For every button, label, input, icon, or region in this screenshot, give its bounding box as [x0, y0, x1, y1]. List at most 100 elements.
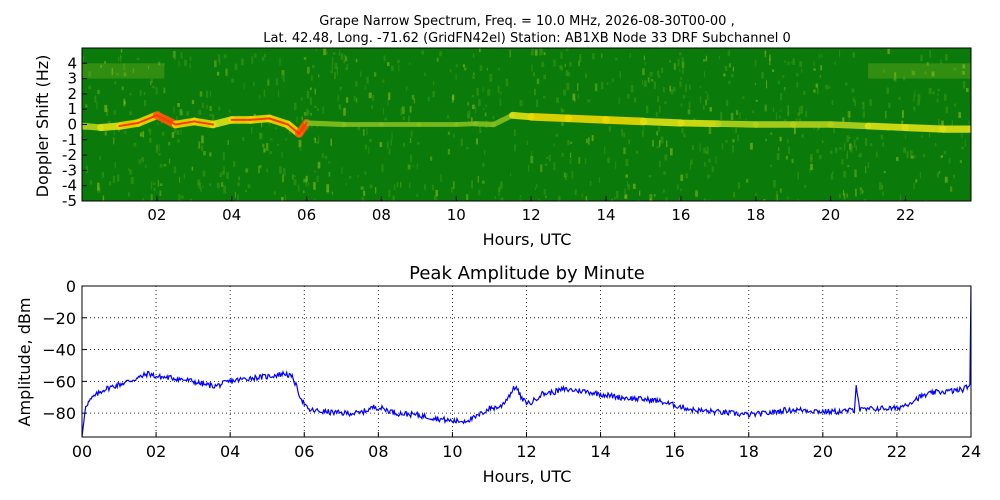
spectrogram-noise-cell	[531, 64, 533, 72]
spectrogram-noise-cell	[435, 189, 438, 197]
spectrogram-noise-cell	[959, 159, 962, 163]
spectrogram-noise-cell	[787, 146, 790, 155]
spectrogram-noise-cell	[453, 133, 455, 138]
spectrogram-noise-cell	[346, 64, 348, 69]
amplitude-series-line	[82, 286, 971, 437]
spectrogram-noise-cell	[829, 150, 833, 155]
spectrogram-noise-cell	[828, 86, 831, 89]
spectrogram-noise-cell	[161, 131, 165, 136]
spectrogram-noise-cell	[649, 71, 653, 77]
signal-trace-segment	[527, 113, 573, 123]
spectrogram-noise-cell	[159, 183, 163, 187]
spectrogram-noise-cell	[465, 147, 469, 150]
spectrogram-noise-cell	[561, 109, 565, 113]
spectrogram-noise-cell	[673, 63, 676, 70]
spectrogram-noise-cell	[357, 126, 361, 131]
spectrogram-noise-cell	[479, 130, 482, 134]
spectrogram-noise-cell	[355, 97, 358, 103]
spectrogram-noise-cell	[519, 199, 522, 201]
spectrogram-noise-cell	[168, 158, 171, 164]
spectrogram-noise-cell	[852, 97, 855, 103]
signal-trace-core	[174, 120, 196, 126]
spectrogram-noise-cell	[683, 133, 686, 138]
spectrogram-noise-cell	[637, 199, 640, 201]
amplitude-x-ticks: 00 02 04 06 08 10 12 14 16 18 20 22 24	[72, 432, 981, 461]
spectrogram-noise-cell	[478, 189, 481, 196]
spectrogram-noise-cell	[563, 172, 566, 178]
spectrogram-noise-cell	[724, 66, 728, 71]
spectrogram-noise-cell	[113, 110, 116, 115]
spectrogram-noise-cell	[849, 136, 851, 140]
spectrogram-noise-cell	[334, 62, 338, 70]
spectrogram-noise-cell	[882, 191, 884, 196]
spectrogram-noise-cell	[707, 174, 710, 179]
signal-trace-core	[193, 120, 215, 126]
amplitude-y-tick-label: −20	[42, 309, 76, 328]
spectrogram-noise-cell	[142, 130, 145, 138]
spectrogram-noise-cell	[97, 89, 100, 95]
amplitude-y-ticks: 0 −20 −40 −60 −80	[42, 277, 87, 423]
spectrogram-noise-cell	[702, 59, 706, 62]
spectrogram-noise-cell	[237, 194, 239, 201]
spectrogram-noise-cell	[691, 145, 694, 151]
spectrogram-noise-cell	[104, 60, 106, 64]
spectrogram-noise-cell	[775, 112, 778, 120]
spectrogram-noise-cell	[471, 180, 473, 189]
spectrogram-noise-cell	[769, 58, 771, 66]
amplitude-x-tick-label: 16	[664, 442, 684, 461]
spectrogram-noise-cell	[725, 99, 729, 106]
spectrogram-noise-cell	[387, 98, 389, 106]
spectrogram-noise-cell	[269, 150, 273, 154]
spectrogram-noise-cell	[388, 199, 391, 201]
spectrogram-noise-cell	[607, 157, 611, 164]
spectrogram-noise-cell	[569, 62, 572, 67]
spectrogram-noise-cell	[176, 116, 178, 124]
spectrogram-noise-cell	[149, 137, 152, 143]
spectrogram-noise-cell	[587, 99, 591, 103]
spectrogram-noise-cell	[893, 78, 896, 81]
spectrogram-noise-cell	[355, 58, 358, 63]
spectrogram-noise-cell	[226, 172, 229, 179]
spectrogram-noise-cell	[427, 96, 430, 102]
spectrogram-noise-cell	[250, 126, 253, 135]
spectrogram-noise-cell	[410, 130, 413, 137]
spectrogram-noise-cell	[689, 163, 691, 170]
spectrogram-noise-cell	[962, 65, 966, 68]
spectrogram-noise-cell	[476, 87, 479, 96]
spectrogram-noise-cell	[482, 86, 484, 93]
spectrogram-noise-cell	[810, 153, 813, 161]
spectrogram-noise-cell	[348, 175, 352, 179]
spectrogram-noise-cell	[776, 191, 778, 197]
signal-trace-core	[298, 121, 308, 135]
spectrogram-noise-cell	[565, 70, 569, 77]
spectrogram-noise-cell	[745, 179, 749, 183]
spectrogram-noise-cell	[484, 112, 487, 117]
spectrogram-noise-cell	[177, 139, 180, 143]
spectrogram-noise-cell	[132, 68, 135, 73]
amplitude-y-tick-label: 0	[66, 277, 76, 296]
spectrogram-noise-cell	[565, 173, 568, 178]
spectrogram-noise-cell	[202, 185, 204, 189]
signal-trace-core	[286, 123, 301, 135]
spectrogram-noise-cell	[854, 188, 857, 197]
spectrogram-noise-cell	[653, 193, 656, 197]
spectrogram-noise-cell	[776, 153, 780, 161]
spectrogram-noise-cell	[423, 184, 426, 190]
spectrogram-noise-cell	[466, 194, 469, 201]
spectrogram-noise-cell	[402, 116, 405, 120]
spectrogram-noise-cell	[206, 90, 209, 98]
spectrogram-noise-cell	[301, 96, 303, 101]
spectrogram-noise-cell	[138, 159, 141, 164]
spectrogram-noise-cell	[311, 64, 315, 69]
spectrogram-noise-cell	[157, 180, 159, 187]
spectrogram-noise-cell	[846, 193, 848, 198]
spectrogram-noise-cell	[664, 101, 667, 104]
spectrogram-noise-cell	[852, 52, 856, 58]
spectrogram-noise-cell	[510, 172, 512, 177]
spectrogram-noise-cell	[801, 68, 803, 73]
spectrogram-noise-cell	[364, 85, 366, 90]
spectrogram-noise-cell	[705, 99, 708, 106]
spectrogram-noise-cell	[343, 107, 346, 116]
spectrogram-noise-cell	[658, 139, 661, 147]
spectrogram-noise-cell	[556, 97, 560, 103]
